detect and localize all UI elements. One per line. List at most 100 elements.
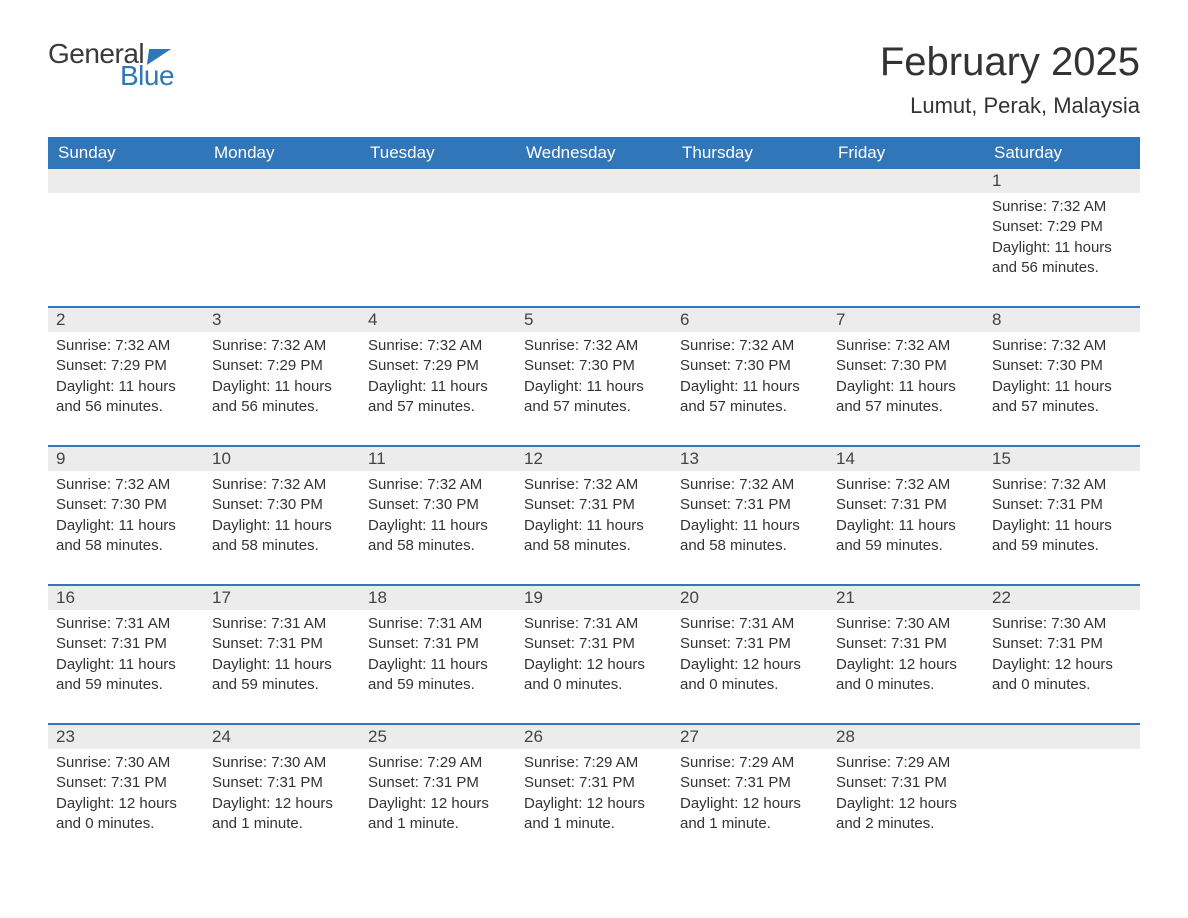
day-body — [984, 749, 1140, 859]
day-sunset: Sunset: 7:31 PM — [212, 634, 352, 654]
day-cell — [48, 169, 204, 307]
day-sunrise: Sunrise: 7:30 AM — [212, 753, 352, 773]
day-day2: and 0 minutes. — [524, 675, 664, 695]
day-day2: and 57 minutes. — [524, 397, 664, 417]
day-sunset: Sunset: 7:31 PM — [992, 495, 1132, 515]
day-body: Sunrise: 7:32 AMSunset: 7:30 PMDaylight:… — [204, 471, 360, 584]
day-cell — [672, 169, 828, 307]
logo-triangle-icon — [147, 49, 171, 65]
day-day2: and 0 minutes. — [680, 675, 820, 695]
day-body: Sunrise: 7:29 AMSunset: 7:31 PMDaylight:… — [360, 749, 516, 862]
day-day2: and 58 minutes. — [524, 536, 664, 556]
calendar-head: SundayMondayTuesdayWednesdayThursdayFrid… — [48, 137, 1140, 169]
day-sunrise: Sunrise: 7:31 AM — [368, 614, 508, 634]
day-cell: 25Sunrise: 7:29 AMSunset: 7:31 PMDayligh… — [360, 724, 516, 862]
day-number: 2 — [48, 308, 204, 332]
day-body — [516, 193, 672, 303]
day-sunrise: Sunrise: 7:32 AM — [680, 336, 820, 356]
day-day1: Daylight: 11 hours — [524, 516, 664, 536]
day-day2: and 0 minutes. — [836, 675, 976, 695]
day-sunrise: Sunrise: 7:30 AM — [992, 614, 1132, 634]
day-cell: 12Sunrise: 7:32 AMSunset: 7:31 PMDayligh… — [516, 446, 672, 585]
day-cell — [360, 169, 516, 307]
day-number: 13 — [672, 447, 828, 471]
day-number: 27 — [672, 725, 828, 749]
day-day1: Daylight: 12 hours — [680, 794, 820, 814]
day-day1: Daylight: 12 hours — [524, 794, 664, 814]
day-number: 24 — [204, 725, 360, 749]
day-day2: and 56 minutes. — [56, 397, 196, 417]
day-cell — [204, 169, 360, 307]
day-day2: and 1 minute. — [680, 814, 820, 834]
day-body: Sunrise: 7:29 AMSunset: 7:31 PMDaylight:… — [516, 749, 672, 862]
week-row: 16Sunrise: 7:31 AMSunset: 7:31 PMDayligh… — [48, 585, 1140, 724]
day-header: Thursday — [672, 137, 828, 169]
day-body — [204, 193, 360, 303]
day-cell: 8Sunrise: 7:32 AMSunset: 7:30 PMDaylight… — [984, 307, 1140, 446]
day-cell: 3Sunrise: 7:32 AMSunset: 7:29 PMDaylight… — [204, 307, 360, 446]
day-sunset: Sunset: 7:31 PM — [368, 773, 508, 793]
day-sunset: Sunset: 7:30 PM — [524, 356, 664, 376]
day-sunset: Sunset: 7:31 PM — [680, 495, 820, 515]
day-cell — [828, 169, 984, 307]
day-number — [516, 169, 672, 193]
day-sunrise: Sunrise: 7:32 AM — [680, 475, 820, 495]
day-day1: Daylight: 11 hours — [368, 655, 508, 675]
day-body: Sunrise: 7:32 AMSunset: 7:29 PMDaylight:… — [984, 193, 1140, 306]
day-body: Sunrise: 7:32 AMSunset: 7:30 PMDaylight:… — [516, 332, 672, 445]
day-day1: Daylight: 12 hours — [524, 655, 664, 675]
day-body: Sunrise: 7:32 AMSunset: 7:31 PMDaylight:… — [984, 471, 1140, 584]
day-body: Sunrise: 7:32 AMSunset: 7:30 PMDaylight:… — [360, 471, 516, 584]
day-sunset: Sunset: 7:31 PM — [212, 773, 352, 793]
month-title: February 2025 — [880, 40, 1140, 85]
day-day1: Daylight: 11 hours — [836, 516, 976, 536]
day-number — [984, 725, 1140, 749]
week-row: 2Sunrise: 7:32 AMSunset: 7:29 PMDaylight… — [48, 307, 1140, 446]
day-day1: Daylight: 12 hours — [56, 794, 196, 814]
day-sunrise: Sunrise: 7:32 AM — [212, 336, 352, 356]
day-sunrise: Sunrise: 7:32 AM — [212, 475, 352, 495]
day-cell: 27Sunrise: 7:29 AMSunset: 7:31 PMDayligh… — [672, 724, 828, 862]
day-day2: and 56 minutes. — [992, 258, 1132, 278]
day-header: Saturday — [984, 137, 1140, 169]
day-day1: Daylight: 11 hours — [368, 377, 508, 397]
calendar-table: SundayMondayTuesdayWednesdayThursdayFrid… — [48, 137, 1140, 862]
day-cell: 7Sunrise: 7:32 AMSunset: 7:30 PMDaylight… — [828, 307, 984, 446]
day-sunset: Sunset: 7:31 PM — [836, 773, 976, 793]
day-day1: Daylight: 12 hours — [836, 794, 976, 814]
day-number: 10 — [204, 447, 360, 471]
day-number: 15 — [984, 447, 1140, 471]
day-cell: 13Sunrise: 7:32 AMSunset: 7:31 PMDayligh… — [672, 446, 828, 585]
day-header: Monday — [204, 137, 360, 169]
day-sunrise: Sunrise: 7:32 AM — [836, 336, 976, 356]
day-body: Sunrise: 7:32 AMSunset: 7:30 PMDaylight:… — [672, 332, 828, 445]
day-sunrise: Sunrise: 7:32 AM — [56, 336, 196, 356]
day-sunset: Sunset: 7:31 PM — [524, 773, 664, 793]
day-number — [204, 169, 360, 193]
day-sunset: Sunset: 7:31 PM — [524, 495, 664, 515]
day-cell: 14Sunrise: 7:32 AMSunset: 7:31 PMDayligh… — [828, 446, 984, 585]
day-body: Sunrise: 7:32 AMSunset: 7:30 PMDaylight:… — [828, 332, 984, 445]
day-sunrise: Sunrise: 7:32 AM — [56, 475, 196, 495]
day-body — [672, 193, 828, 303]
day-number: 14 — [828, 447, 984, 471]
day-body: Sunrise: 7:29 AMSunset: 7:31 PMDaylight:… — [828, 749, 984, 862]
day-body — [828, 193, 984, 303]
page-header: General Blue February 2025 Lumut, Perak,… — [48, 40, 1140, 119]
day-body: Sunrise: 7:31 AMSunset: 7:31 PMDaylight:… — [516, 610, 672, 723]
day-sunrise: Sunrise: 7:32 AM — [992, 336, 1132, 356]
day-sunset: Sunset: 7:29 PM — [992, 217, 1132, 237]
day-cell: 11Sunrise: 7:32 AMSunset: 7:30 PMDayligh… — [360, 446, 516, 585]
day-day2: and 58 minutes. — [680, 536, 820, 556]
day-sunrise: Sunrise: 7:32 AM — [992, 475, 1132, 495]
day-number: 20 — [672, 586, 828, 610]
day-header: Tuesday — [360, 137, 516, 169]
day-day1: Daylight: 12 hours — [368, 794, 508, 814]
day-day1: Daylight: 11 hours — [680, 377, 820, 397]
day-number: 5 — [516, 308, 672, 332]
day-day2: and 59 minutes. — [368, 675, 508, 695]
day-sunset: Sunset: 7:31 PM — [56, 634, 196, 654]
day-sunrise: Sunrise: 7:29 AM — [836, 753, 976, 773]
day-day1: Daylight: 11 hours — [992, 238, 1132, 258]
day-number: 28 — [828, 725, 984, 749]
